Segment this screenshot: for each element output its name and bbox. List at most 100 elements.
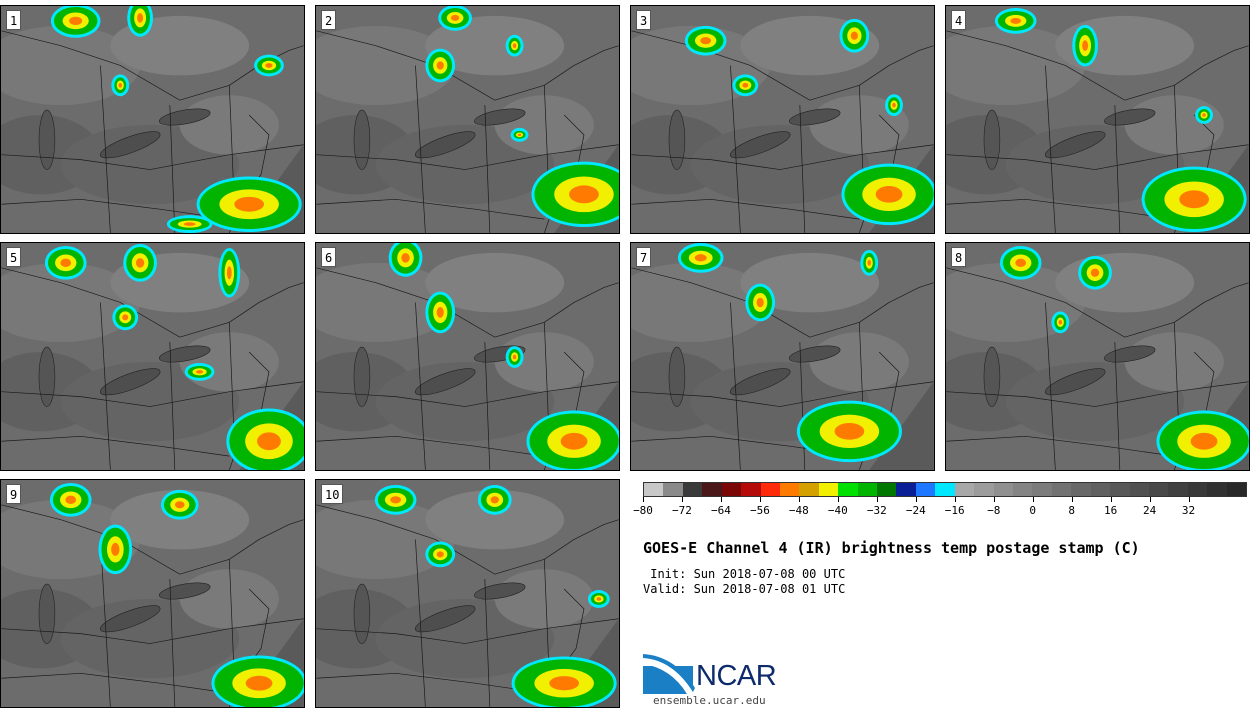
ncar-swoosh-icon (643, 654, 695, 694)
member-panel-7: 7 (630, 242, 935, 471)
state-border (100, 65, 111, 233)
member-label: 10 (321, 484, 344, 504)
cloud-coldest (137, 13, 144, 23)
state-border (169, 342, 176, 470)
colorbar-tick-label: −24 (905, 504, 926, 517)
state-border (946, 198, 1175, 220)
colorbar-tick (759, 497, 761, 502)
cloud-coldest (867, 259, 872, 266)
state-border (228, 559, 235, 679)
cloud-coldest (234, 196, 265, 212)
cloud-texture (494, 95, 594, 155)
colorbar-segment (1129, 483, 1149, 496)
cloud-coldest (1010, 17, 1022, 24)
cloud-coldest (265, 63, 273, 68)
member-panel-9: 9 (0, 479, 305, 708)
lake-erie (729, 368, 791, 396)
colorbar-tick (915, 497, 917, 502)
colorbar-tick-label: −48 (788, 504, 809, 517)
colorbar-segment (1226, 483, 1247, 496)
colorbar-tick (876, 497, 878, 502)
state-border (100, 302, 111, 470)
colorbar-segment (935, 483, 955, 496)
colorbar-tick-label: −40 (827, 504, 848, 517)
cloud-coldest (1058, 319, 1063, 325)
cloud-coldest (118, 82, 123, 88)
lake-ontario (159, 345, 211, 363)
colorbar-segment (1013, 483, 1033, 496)
colorbar-tick (993, 497, 995, 502)
lake-erie (414, 368, 476, 396)
lake-erie (99, 368, 161, 396)
cloud-coldest (700, 37, 712, 45)
state-border (100, 539, 111, 707)
colorbar-segment (818, 483, 839, 496)
state-border (946, 435, 1175, 457)
cloud-coldest (517, 133, 522, 137)
cloud-coldest (1090, 268, 1100, 277)
state-border (946, 30, 1249, 101)
cloud-coldest (183, 222, 196, 226)
state-border (169, 105, 176, 233)
colorbar-segment (799, 483, 819, 496)
colorbar-tick (798, 497, 800, 502)
colorbar-segment (741, 483, 761, 496)
cloud-texture (179, 569, 279, 629)
state-border (631, 267, 934, 338)
lake-ontario (1104, 345, 1156, 363)
cloud-coldest (390, 496, 401, 504)
lake-erie (414, 605, 476, 633)
colorbar-tick-label: −8 (987, 504, 1001, 517)
cloud-texture (316, 262, 456, 343)
state-border (228, 322, 235, 442)
colorbar-tick-label: −64 (710, 504, 731, 517)
colorbar-segment (1032, 483, 1052, 496)
satellite-map (1, 243, 304, 470)
cloud-coldest (436, 61, 444, 70)
colorbar-tick-label: −72 (672, 504, 692, 517)
cloud-coldest (560, 432, 588, 450)
cloud-coldest (1202, 113, 1206, 117)
cloud-texture (425, 252, 565, 313)
member-label: 5 (6, 247, 22, 267)
colorbar-segment (1207, 483, 1227, 496)
state-border (316, 30, 619, 101)
cloud-coldest (569, 185, 599, 204)
state-border (484, 579, 491, 707)
cloud-coldest (175, 501, 185, 509)
member-label: 9 (6, 484, 22, 504)
cloud-coldest (512, 43, 517, 49)
state-border (946, 267, 1249, 338)
member-label: 6 (321, 247, 337, 267)
state-border (316, 618, 619, 644)
cloud-coldest (69, 16, 83, 26)
state-border (169, 579, 176, 707)
colorbar-tick (1188, 497, 1190, 502)
colorbar (643, 482, 1247, 497)
colorbar-tick-label: −32 (866, 504, 887, 517)
lake-michigan (983, 109, 1001, 170)
cloud-coldest (756, 297, 764, 308)
site-url: ensemble.ucar.edu (653, 694, 766, 707)
state-border (1045, 65, 1056, 233)
cloud-coldest (60, 258, 72, 267)
colorbar-tick-label: 0 (1029, 504, 1036, 517)
cloud-texture (809, 332, 909, 392)
colorbar-tick-label: 32 (1181, 504, 1196, 517)
cloud-coldest (450, 14, 460, 21)
colorbar-segment (663, 483, 683, 496)
member-label: 2 (321, 10, 337, 30)
lake-erie (1044, 368, 1106, 396)
lake-ontario (789, 108, 841, 126)
cloud-coldest (436, 307, 444, 318)
cloud-coldest (135, 258, 145, 268)
lake-michigan (353, 583, 371, 644)
lake-ontario (159, 108, 211, 126)
colorbar-segment (954, 483, 975, 496)
state-border (316, 267, 619, 338)
cloud-texture (946, 262, 1086, 343)
cloud-coldest (490, 496, 499, 504)
colorbar-segment (1148, 483, 1169, 496)
satellite-map (946, 6, 1249, 233)
state-border (1, 504, 304, 575)
